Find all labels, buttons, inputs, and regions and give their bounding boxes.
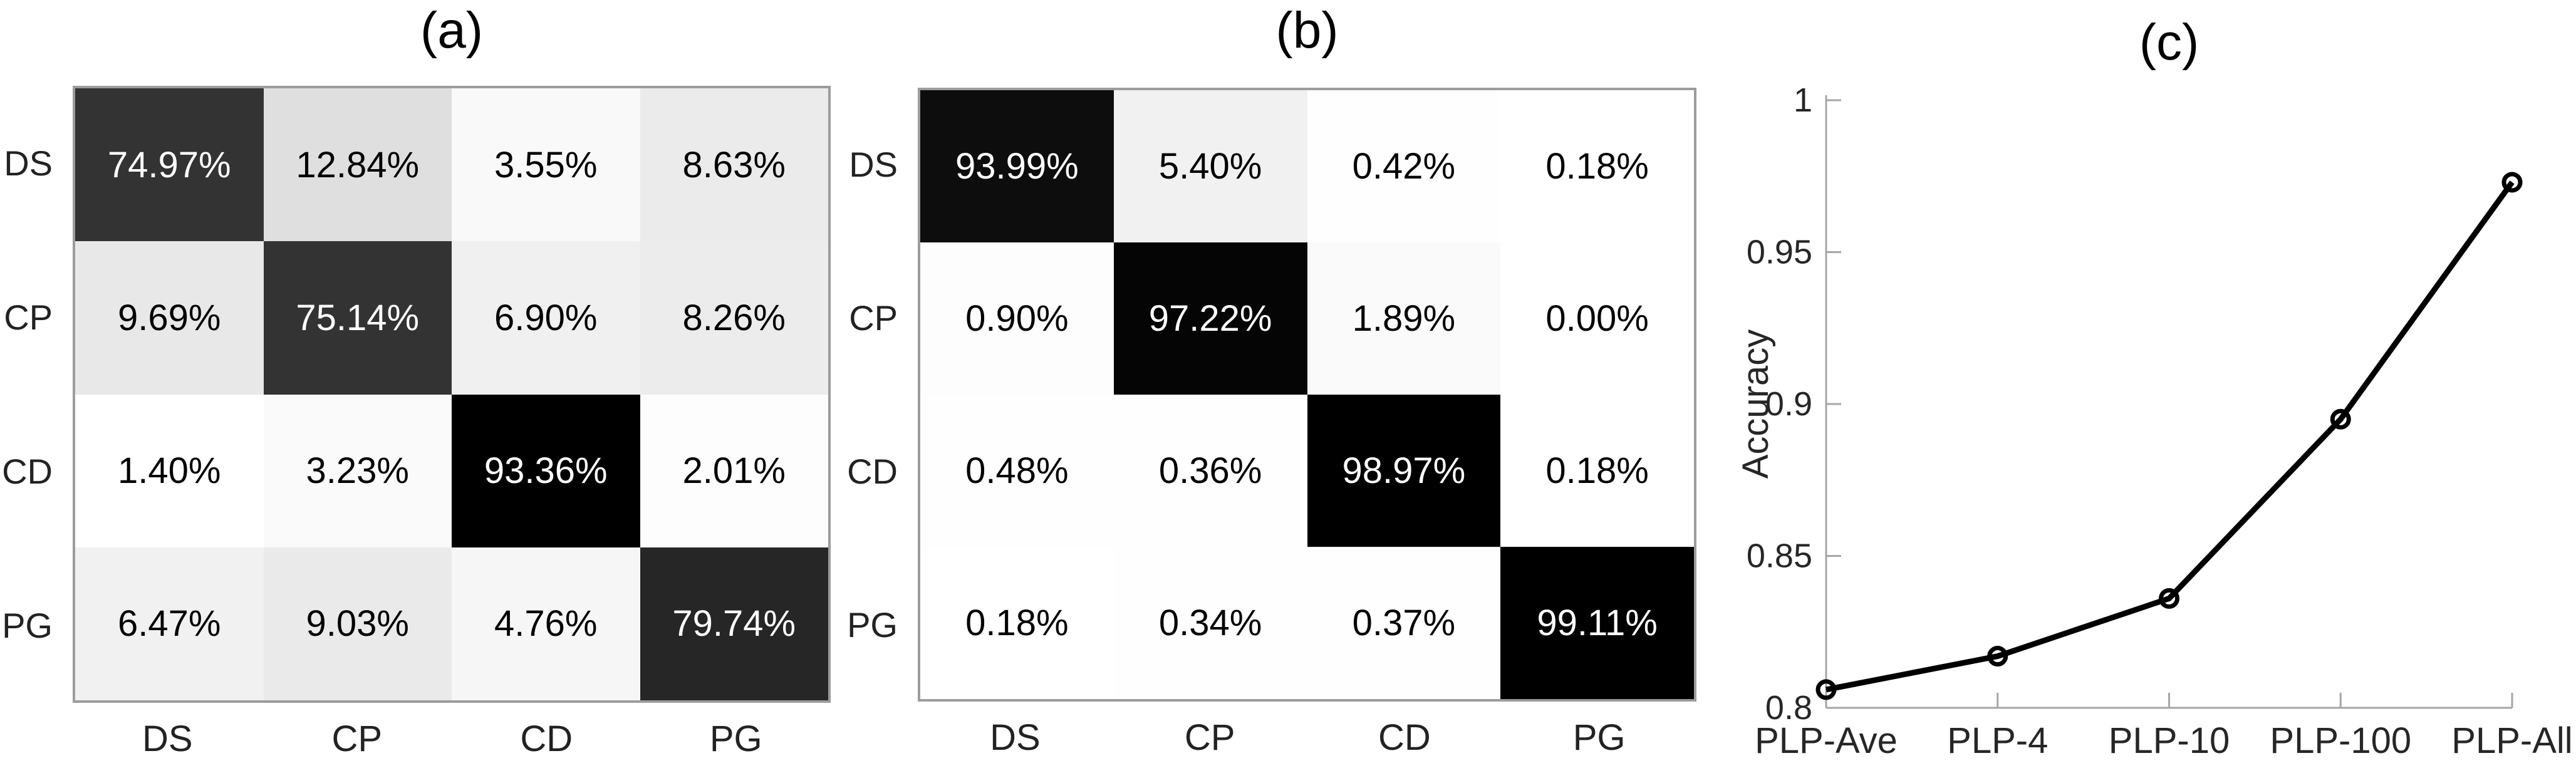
matrix-cell: 6.90%: [452, 241, 640, 395]
matrix-col-label: DS: [142, 718, 193, 759]
y-tick-label: 0.95: [1747, 234, 1812, 271]
matrix-col-label: CP: [1184, 717, 1235, 758]
matrix-cell: 6.47%: [75, 547, 264, 700]
data-point-marker: [1987, 646, 2008, 667]
accuracy-line: [1826, 180, 2515, 693]
matrix-cell: 93.99%: [920, 90, 1114, 242]
confusion-matrix-b: 93.99% 5.40% 0.42% 0.18% 0.90% 97.22% 1.89% 0.0…: [918, 88, 1696, 702]
x-tick-label: PLP-All: [2451, 720, 2572, 761]
x-tick-label: PLP-4: [1947, 720, 2048, 761]
matrix-cell: 12.84%: [263, 88, 452, 242]
matrix-cell: 8.26%: [640, 241, 828, 395]
data-point-marker: [2159, 588, 2179, 609]
matrix-a-col-labels: DS CP CD PG: [73, 705, 831, 765]
matrix-cell: 3.23%: [263, 394, 452, 547]
matrix-cell: 0.18%: [920, 547, 1114, 699]
matrix-cell: 9.03%: [263, 547, 452, 700]
matrix-cell: 0.18%: [1500, 395, 1694, 547]
accuracy-line-chart: (c) 0.8 0.85 0.9 0.95 1 PLP-Ave PLP-4 PLP-10 PLP-…: [1735, 14, 2573, 761]
matrix-cell: 74.97%: [75, 88, 264, 242]
matrix-row-label: CP: [4, 297, 53, 337]
data-point-marker: [2501, 172, 2523, 193]
x-tick-label: PLP-10: [2109, 720, 2230, 761]
matrix-col-label: CP: [331, 718, 383, 759]
data-point-marker: [1815, 679, 1837, 700]
matrix-cell: 4.76%: [452, 547, 640, 700]
panel-b-title: (b): [1275, 2, 1339, 59]
y-tick-label: 0.85: [1747, 537, 1812, 575]
x-tick-label: PLP-100: [2270, 720, 2411, 761]
matrix-cell: 0.34%: [1113, 547, 1307, 699]
matrix-cell: 0.90%: [920, 242, 1114, 395]
matrix-cell: 2.01%: [640, 394, 828, 547]
matrix-row-label: CD: [2, 452, 53, 492]
matrix-cell: 75.14%: [263, 241, 452, 395]
matrix-col-label: CD: [520, 718, 573, 759]
matrix-cell: 0.18%: [1500, 90, 1694, 242]
confusion-matrix-a: 74.97% 12.84% 3.55% 8.63% 9.69% 75.14% 6.90% 8.…: [73, 86, 831, 703]
matrix-cell: 0.48%: [920, 395, 1114, 547]
matrix-row-label: DS: [849, 145, 898, 184]
matrix-cell: 0.00%: [1500, 242, 1694, 395]
matrix-cell: 79.74%: [640, 547, 828, 700]
matrix-cell: 93.36%: [452, 394, 640, 547]
matrix-row-label: PG: [847, 605, 898, 645]
matrix-cell: 1.89%: [1307, 242, 1501, 395]
matrix-row-label: CD: [847, 452, 898, 491]
matrix-b-row-labels: DS CP CD PG: [845, 88, 908, 702]
matrix-a-row-labels: DS CP CD PG: [0, 86, 63, 703]
matrix-cell: 0.42%: [1307, 90, 1501, 242]
matrix-cell: 1.40%: [75, 394, 264, 547]
matrix-col-label: PG: [709, 718, 762, 759]
matrix-cell: 3.55%: [452, 88, 640, 242]
y-tick-label: 0.8: [1765, 689, 1812, 727]
matrix-cell: 9.69%: [75, 241, 264, 395]
matrix-row-label: PG: [2, 606, 53, 646]
matrix-cell: 8.63%: [640, 88, 828, 242]
y-axis-label: Accuracy: [1735, 329, 1776, 479]
matrix-row-label: DS: [4, 143, 53, 183]
matrix-cell: 99.11%: [1500, 547, 1694, 699]
x-tick-label: PLP-Ave: [1755, 720, 1898, 761]
matrix-cell: 0.36%: [1113, 395, 1307, 547]
matrix-col-label: DS: [990, 717, 1041, 758]
panel-c-title: (c): [2139, 14, 2199, 71]
data-point-marker: [2330, 408, 2351, 430]
matrix-cell: 0.37%: [1307, 547, 1501, 699]
y-tick-label: 1: [1794, 81, 1812, 119]
matrix-cell: 98.97%: [1307, 395, 1501, 547]
matrix-cell: 5.40%: [1113, 90, 1307, 242]
matrix-row-label: CP: [849, 298, 898, 338]
panel-a-title: (a): [420, 2, 484, 59]
matrix-col-label: CD: [1378, 717, 1431, 758]
matrix-cell: 97.22%: [1113, 242, 1307, 395]
y-tick-label: 0.9: [1765, 385, 1812, 423]
matrix-col-label: PG: [1572, 717, 1626, 758]
matrix-b-col-labels: DS CP CD PG: [918, 704, 1696, 764]
